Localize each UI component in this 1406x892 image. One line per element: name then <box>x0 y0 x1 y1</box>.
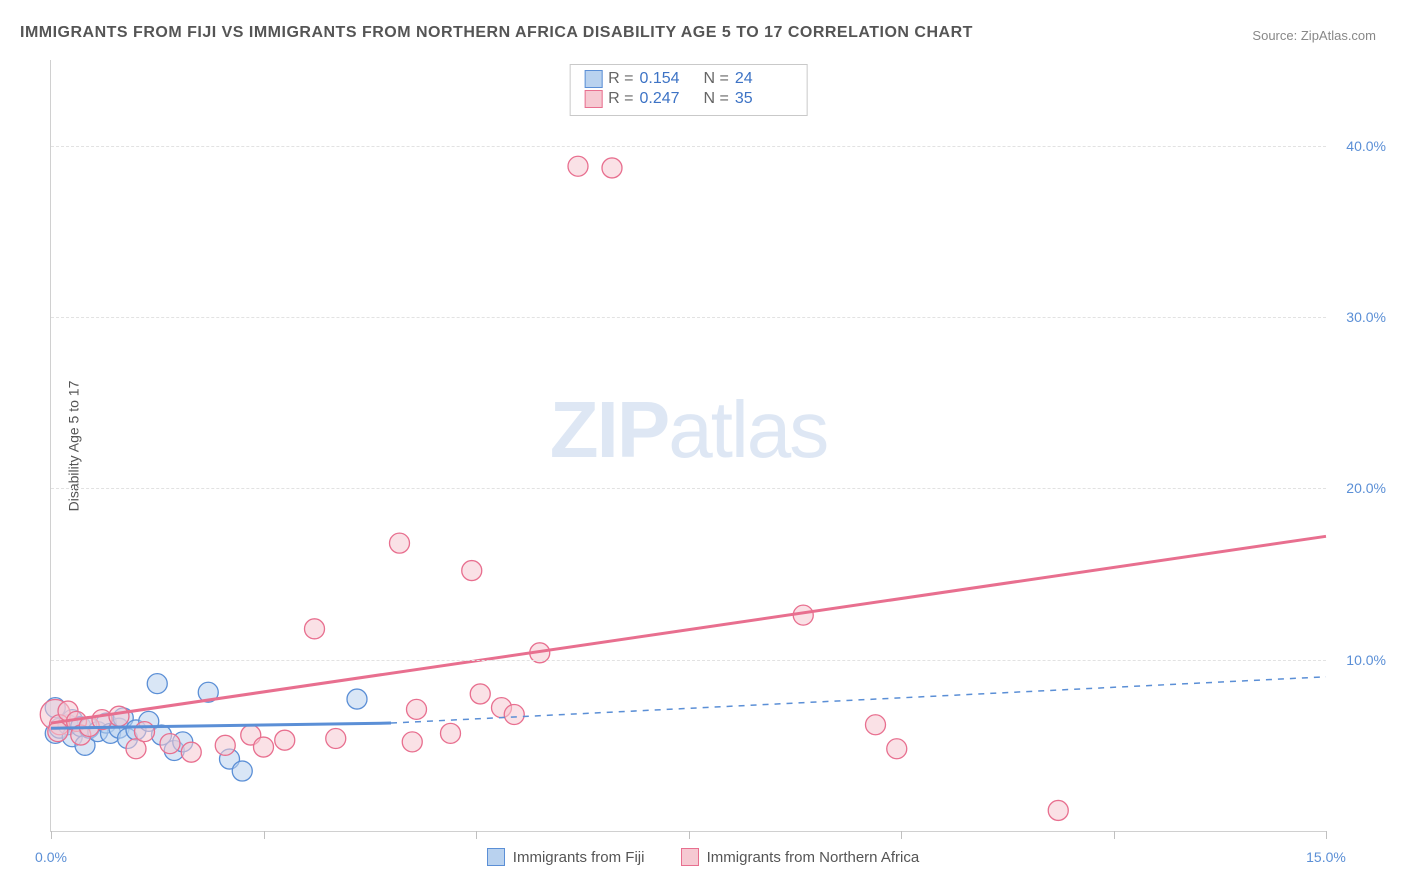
legend-swatch-nafrica <box>681 848 699 866</box>
x-tick <box>264 831 265 839</box>
point-nafrica <box>215 735 235 755</box>
y-tick-label: 10.0% <box>1346 652 1386 668</box>
point-nafrica <box>402 732 422 752</box>
point-nafrica <box>441 723 461 743</box>
point-fiji <box>347 689 367 709</box>
point-nafrica <box>305 619 325 639</box>
source-attribution: Source: ZipAtlas.com <box>1252 28 1376 43</box>
chart-title: IMMIGRANTS FROM FIJI VS IMMIGRANTS FROM … <box>20 24 973 42</box>
point-nafrica <box>160 734 180 754</box>
gridline <box>51 317 1326 318</box>
stat-n-nafrica: 35 <box>735 90 793 108</box>
point-nafrica <box>1048 800 1068 820</box>
stat-n-fiji: 24 <box>735 70 793 88</box>
stat-n-label: N = <box>704 70 729 88</box>
point-nafrica <box>254 737 274 757</box>
y-tick-label: 20.0% <box>1346 480 1386 496</box>
plot-area: ZIPatlas R = 0.154 N = 24 R = 0.247 N = … <box>50 60 1326 832</box>
point-fiji <box>147 674 167 694</box>
stat-r-label: R = <box>608 70 633 88</box>
y-tick-label: 40.0% <box>1346 138 1386 154</box>
gridline <box>51 146 1326 147</box>
point-nafrica <box>109 706 129 726</box>
x-tick <box>1326 831 1327 839</box>
swatch-fiji <box>584 70 602 88</box>
point-nafrica <box>462 561 482 581</box>
correlation-stats-box: R = 0.154 N = 24 R = 0.247 N = 35 <box>569 64 808 116</box>
point-nafrica <box>866 715 886 735</box>
stat-r-label-2: R = <box>608 90 633 108</box>
swatch-nafrica <box>584 90 602 108</box>
point-nafrica <box>135 722 155 742</box>
bottom-legend: Immigrants from Fiji Immigrants from Nor… <box>0 848 1406 870</box>
trendline-nafrica <box>51 536 1326 723</box>
x-tick <box>51 831 52 839</box>
source-label: Source: <box>1252 28 1297 43</box>
chart-container: IMMIGRANTS FROM FIJI VS IMMIGRANTS FROM … <box>0 0 1406 892</box>
point-nafrica <box>390 533 410 553</box>
point-nafrica <box>470 684 490 704</box>
legend-item-nafrica: Immigrants from Northern Africa <box>681 848 920 866</box>
x-tick <box>1114 831 1115 839</box>
source-site[interactable]: ZipAtlas.com <box>1301 28 1376 43</box>
gridline <box>51 488 1326 489</box>
x-tick <box>476 831 477 839</box>
point-nafrica <box>326 728 346 748</box>
point-fiji <box>232 761 252 781</box>
plot-svg <box>51 60 1326 831</box>
legend-label-nafrica: Immigrants from Northern Africa <box>707 849 920 866</box>
point-nafrica <box>407 699 427 719</box>
stat-r-nafrica: 0.247 <box>640 90 698 108</box>
stats-row-nafrica: R = 0.247 N = 35 <box>584 89 793 109</box>
point-nafrica <box>568 156 588 176</box>
x-tick <box>901 831 902 839</box>
legend-item-fiji: Immigrants from Fiji <box>487 848 645 866</box>
point-nafrica <box>48 722 68 742</box>
x-tick <box>689 831 690 839</box>
point-nafrica <box>275 730 295 750</box>
legend-label-fiji: Immigrants from Fiji <box>513 849 645 866</box>
point-nafrica <box>504 704 524 724</box>
gridline <box>51 660 1326 661</box>
y-tick-label: 30.0% <box>1346 309 1386 325</box>
stat-n-label-2: N = <box>704 90 729 108</box>
trendline-fiji-extrapolated <box>391 677 1326 723</box>
stats-row-fiji: R = 0.154 N = 24 <box>584 69 793 89</box>
legend-swatch-fiji <box>487 848 505 866</box>
stat-r-fiji: 0.154 <box>640 70 698 88</box>
point-nafrica <box>181 742 201 762</box>
point-nafrica <box>887 739 907 759</box>
point-nafrica <box>602 158 622 178</box>
